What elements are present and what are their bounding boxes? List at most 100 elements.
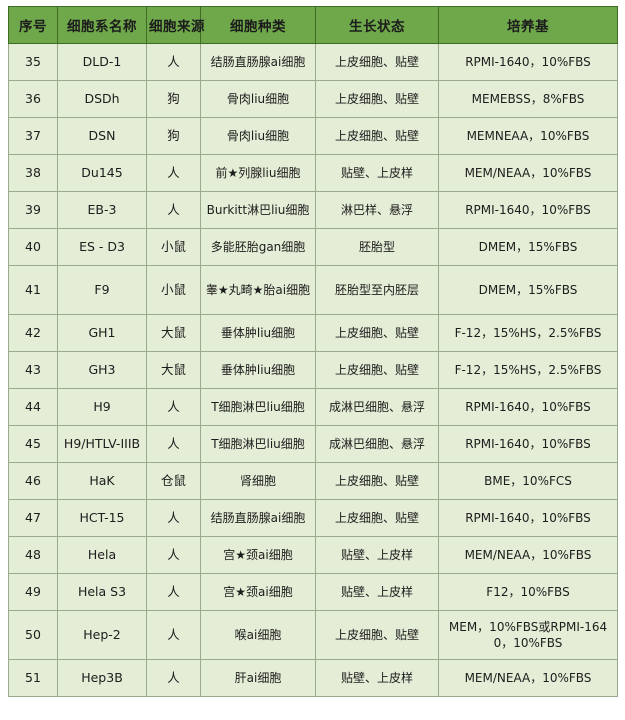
cell-kind: 睾★丸畸★胎ai细胞 xyxy=(200,265,316,315)
table-row: 45 H9/HTLV-IIIB 人 T细胞淋巴liu细胞 成淋巴细胞、悬浮 RPMI-16… xyxy=(8,425,618,463)
cell-kind: 垂体肿liu细胞 xyxy=(200,351,316,389)
cell-source: 大鼠 xyxy=(146,351,201,389)
table-row: 38 Du145 人前★列腺liu细胞 贴壁、上皮样 MEM/NEAA，10%FBS xyxy=(8,154,618,192)
cell-index: 36 xyxy=(8,80,58,118)
cell-kind: 骨肉liu细胞 xyxy=(200,80,316,118)
cell-source: 人 xyxy=(146,659,201,697)
table-header: 序号 细胞系名称 细胞来源 细胞种类 生长状态 培养基 xyxy=(8,6,618,44)
cell-line-name: H9/HTLV-IIIB xyxy=(57,425,147,463)
cell-source: 狗 xyxy=(146,117,201,155)
cell-medium: RPMI-1640，10%FBS xyxy=(438,43,618,81)
cell-line-name: HCT-15 xyxy=(57,499,147,537)
column-header-index: 序号 xyxy=(8,6,58,44)
cellline-table: 序号 细胞系名称 细胞来源 细胞种类 生长状态 培养基 35 DLD-1 人结肠直肠… xyxy=(8,6,618,697)
cell-source: 人 xyxy=(146,191,201,229)
cell-kind: 垂体肿liu细胞 xyxy=(200,314,316,352)
cell-source: 小鼠 xyxy=(146,228,201,266)
cell-medium: RPMI-1640，10%FBS xyxy=(438,191,618,229)
table-row: 39 EB-3 人 Burkitt淋巴liu细胞 淋巴样、悬浮 RPMI-1640，10%… xyxy=(8,191,618,229)
table-row: 44 H9 人 T细胞淋巴liu细胞 成淋巴细胞、悬浮 RPMI-1640，10%FBS xyxy=(8,388,618,426)
cell-source: 人 xyxy=(146,425,201,463)
cell-medium: F-12，15%HS，2.5%FBS xyxy=(438,351,618,389)
cell-medium: MEM，10%FBS或RPMI-1640，10%FBS xyxy=(438,610,618,660)
cell-growth-state: 贴壁、上皮样 xyxy=(315,154,439,192)
cell-index: 47 xyxy=(8,499,58,537)
cell-kind: 结肠直肠腺ai细胞 xyxy=(200,43,316,81)
cell-source: 人 xyxy=(146,610,201,660)
cell-growth-state: 成淋巴细胞、悬浮 xyxy=(315,425,439,463)
cell-growth-state: 上皮细胞、贴壁 xyxy=(315,80,439,118)
cell-index: 42 xyxy=(8,314,58,352)
cell-line-name: H9 xyxy=(57,388,147,426)
table-row: 48 Hela 人宫★颈ai细胞 贴壁、上皮样 MEM/NEAA，10%FBS xyxy=(8,536,618,574)
cell-source: 仓鼠 xyxy=(146,462,201,500)
table-row: 36 DSDh 狗骨肉liu细胞 上皮细胞、贴壁 MEMEBSS，8%FBS xyxy=(8,80,618,118)
table-row: 50 Hep-2 人喉ai细胞 上皮细胞、贴壁 MEM，10%FBS或RPMI-1640… xyxy=(8,610,618,660)
cell-index: 39 xyxy=(8,191,58,229)
cell-index: 40 xyxy=(8,228,58,266)
table-row: 42 GH1 大鼠 垂体肿liu细胞 上皮细胞、贴壁 F-12，15%HS，2.5%FBS xyxy=(8,314,618,352)
cell-medium: DMEM，15%FBS xyxy=(438,228,618,266)
table-row: 51 Hep3B 人肝ai细胞 贴壁、上皮样 MEM/NEAA，10%FBS xyxy=(8,659,618,697)
cell-medium: MEMEBSS，8%FBS xyxy=(438,80,618,118)
cell-index: 50 xyxy=(8,610,58,660)
cell-source: 狗 xyxy=(146,80,201,118)
cell-kind: 前★列腺liu细胞 xyxy=(200,154,316,192)
cell-line-name: DLD-1 xyxy=(57,43,147,81)
cell-source: 小鼠 xyxy=(146,265,201,315)
cell-line-name: HaK xyxy=(57,462,147,500)
column-header-growth: 生长状态 xyxy=(315,6,439,44)
cell-source: 人 xyxy=(146,573,201,611)
cell-kind: 宫★颈ai细胞 xyxy=(200,536,316,574)
cell-index: 38 xyxy=(8,154,58,192)
cell-index: 45 xyxy=(8,425,58,463)
table-row: 43 GH3 大鼠 垂体肿liu细胞 上皮细胞、贴壁 F-12，15%HS，2.5%FBS xyxy=(8,351,618,389)
cell-kind: T细胞淋巴liu细胞 xyxy=(200,388,316,426)
cell-growth-state: 上皮细胞、贴壁 xyxy=(315,314,439,352)
cell-index: 37 xyxy=(8,117,58,155)
cell-line-name: DSDh xyxy=(57,80,147,118)
table-body: 35 DLD-1 人结肠直肠腺ai细胞 上皮细胞、贴壁 RPMI-1640，10%FBS… xyxy=(8,43,618,697)
cell-source: 人 xyxy=(146,43,201,81)
cell-index: 51 xyxy=(8,659,58,697)
cell-medium: BME，10%FCS xyxy=(438,462,618,500)
cell-medium: DMEM，15%FBS xyxy=(438,265,618,315)
cell-kind: 肝ai细胞 xyxy=(200,659,316,697)
cell-line-name: DSN xyxy=(57,117,147,155)
table-row: 46 HaK 仓鼠 肾细胞 上皮细胞、贴壁 BME，10%FCS xyxy=(8,462,618,500)
cell-source: 人 xyxy=(146,388,201,426)
cell-growth-state: 胚胎型 xyxy=(315,228,439,266)
cell-kind: 结肠直肠腺ai细胞 xyxy=(200,499,316,537)
cell-index: 41 xyxy=(8,265,58,315)
cell-line-name: Hep-2 xyxy=(57,610,147,660)
cell-index: 49 xyxy=(8,573,58,611)
cell-index: 35 xyxy=(8,43,58,81)
cell-source: 人 xyxy=(146,499,201,537)
column-header-source: 细胞来源 xyxy=(146,6,205,44)
cell-medium: MEM/NEAA，10%FBS xyxy=(438,154,618,192)
cell-index: 46 xyxy=(8,462,58,500)
column-header-medium: 培养基 xyxy=(438,6,618,44)
table-row: 37 DSN 狗骨肉liu细胞 上皮细胞、贴壁 MEMNEAA，10%FBS xyxy=(8,117,618,155)
cell-growth-state: 成淋巴细胞、悬浮 xyxy=(315,388,439,426)
cell-line-name: F9 xyxy=(57,265,147,315)
cell-kind: Burkitt淋巴liu细胞 xyxy=(200,191,316,229)
cell-line-name: EB-3 xyxy=(57,191,147,229)
cell-kind: 骨肉liu细胞 xyxy=(200,117,316,155)
cell-index: 48 xyxy=(8,536,58,574)
cell-medium: RPMI-1640，10%FBS xyxy=(438,388,618,426)
cellline-table-container: 序号 细胞系名称 细胞来源 细胞种类 生长状态 培养基 35 DLD-1 人结肠直肠… xyxy=(8,6,618,697)
cell-index: 43 xyxy=(8,351,58,389)
cell-medium: MEM/NEAA，10%FBS xyxy=(438,659,618,697)
cell-source: 人 xyxy=(146,536,201,574)
cell-line-name: ES - D3 xyxy=(57,228,147,266)
cell-source: 人 xyxy=(146,154,201,192)
cell-kind: 宫★颈ai细胞 xyxy=(200,573,316,611)
table-row: 35 DLD-1 人结肠直肠腺ai细胞 上皮细胞、贴壁 RPMI-1640，10%FBS xyxy=(8,43,618,81)
cell-kind: 喉ai细胞 xyxy=(200,610,316,660)
cell-source: 大鼠 xyxy=(146,314,201,352)
table-row: 47 HCT-15 人结肠直肠腺ai细胞 上皮细胞、贴壁 RPMI-1640，10%FB… xyxy=(8,499,618,537)
cell-growth-state: 淋巴样、悬浮 xyxy=(315,191,439,229)
cell-line-name: Hep3B xyxy=(57,659,147,697)
cell-medium: MEM/NEAA，10%FBS xyxy=(438,536,618,574)
